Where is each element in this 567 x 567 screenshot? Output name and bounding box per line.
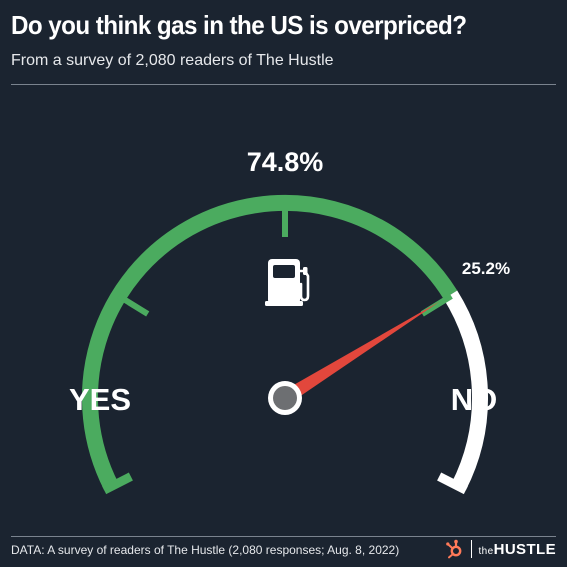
chart-title: Do you think gas in the US is overpriced…: [11, 10, 467, 40]
no-arc-end-cap: [437, 472, 468, 495]
source-note: DATA: A survey of readers of The Hustle …: [11, 543, 400, 557]
top-divider: [11, 84, 556, 85]
logo-separator: [471, 540, 473, 558]
brand-logo: theHUSTLE: [445, 539, 556, 559]
gauge-arcs: [81, 194, 488, 495]
logo-small-text: the: [478, 545, 494, 557]
needle-hub-center: [273, 386, 297, 410]
yes-arc-segment: [81, 194, 458, 491]
logo-big-text: HUSTLE: [493, 540, 556, 558]
gauge-needle: [281, 301, 441, 404]
yes-arc-end-cap: [102, 472, 133, 495]
gas-pump-icon: [265, 259, 310, 306]
yes-category-label: YES: [69, 382, 131, 417]
gauge-ticks: [117, 203, 453, 317]
gauge-chart: 74.8% 25.2% YES NO: [69, 147, 510, 495]
yes-value-label: 74.8%: [247, 147, 324, 177]
logo-wordmark: theHUSTLE: [478, 541, 556, 558]
gauge-tick-1: [117, 293, 150, 317]
hubspot-sprocket-icon: [446, 539, 462, 559]
chart-subtitle: From a survey of 2,080 readers of The Hu…: [11, 52, 334, 69]
bottom-divider: [11, 536, 556, 537]
no-arc-segment: [443, 290, 488, 491]
no-value-label: 25.2%: [462, 259, 510, 278]
no-category-label: NO: [451, 382, 498, 417]
gauge-tick-3: [420, 293, 453, 317]
